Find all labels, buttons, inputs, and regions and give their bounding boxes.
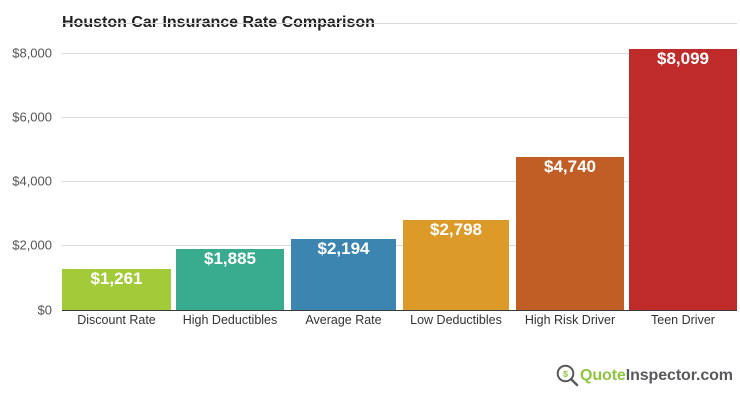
svg-text:$: $ bbox=[563, 369, 568, 379]
